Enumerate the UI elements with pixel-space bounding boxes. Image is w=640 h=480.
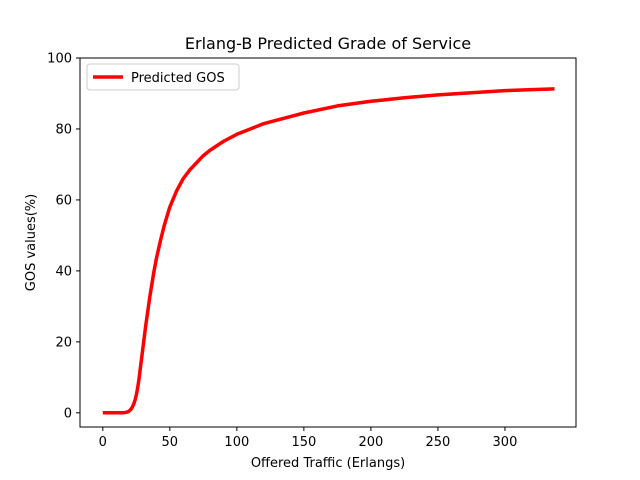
plot-area bbox=[79, 57, 577, 428]
chart-title: Erlang-B Predicted Grade of Service bbox=[185, 34, 471, 53]
y-tick-label: 60 bbox=[55, 193, 72, 208]
x-tick-label: 300 bbox=[493, 435, 518, 450]
x-axis: 0 50 100 150 200 250 300 bbox=[99, 427, 518, 450]
legend-label-predicted-gos: Predicted GOS bbox=[131, 71, 225, 86]
y-tick-label: 40 bbox=[55, 264, 72, 279]
x-tick-label: 0 bbox=[99, 435, 107, 450]
x-tick-label: 150 bbox=[291, 435, 316, 450]
legend-box bbox=[86, 63, 240, 91]
x-tick-label: 200 bbox=[358, 435, 383, 450]
legend: Predicted GOS bbox=[86, 63, 240, 91]
x-tick-label: 100 bbox=[224, 435, 249, 450]
y-axis-label: GOS values(%) bbox=[24, 194, 39, 291]
x-tick-label: 50 bbox=[162, 435, 179, 450]
y-tick-label: 100 bbox=[47, 52, 72, 67]
y-tick-label: 20 bbox=[55, 335, 72, 350]
series-line-predicted-gos bbox=[102, 87, 555, 415]
x-axis-label: Offered Traffic (Erlangs) bbox=[251, 456, 405, 471]
y-axis: 0 20 40 60 80 100 bbox=[47, 52, 80, 421]
x-tick-label: 250 bbox=[426, 435, 451, 450]
y-tick-label: 80 bbox=[55, 122, 72, 137]
series-layer bbox=[102, 87, 555, 415]
y-tick-label: 0 bbox=[64, 406, 72, 421]
